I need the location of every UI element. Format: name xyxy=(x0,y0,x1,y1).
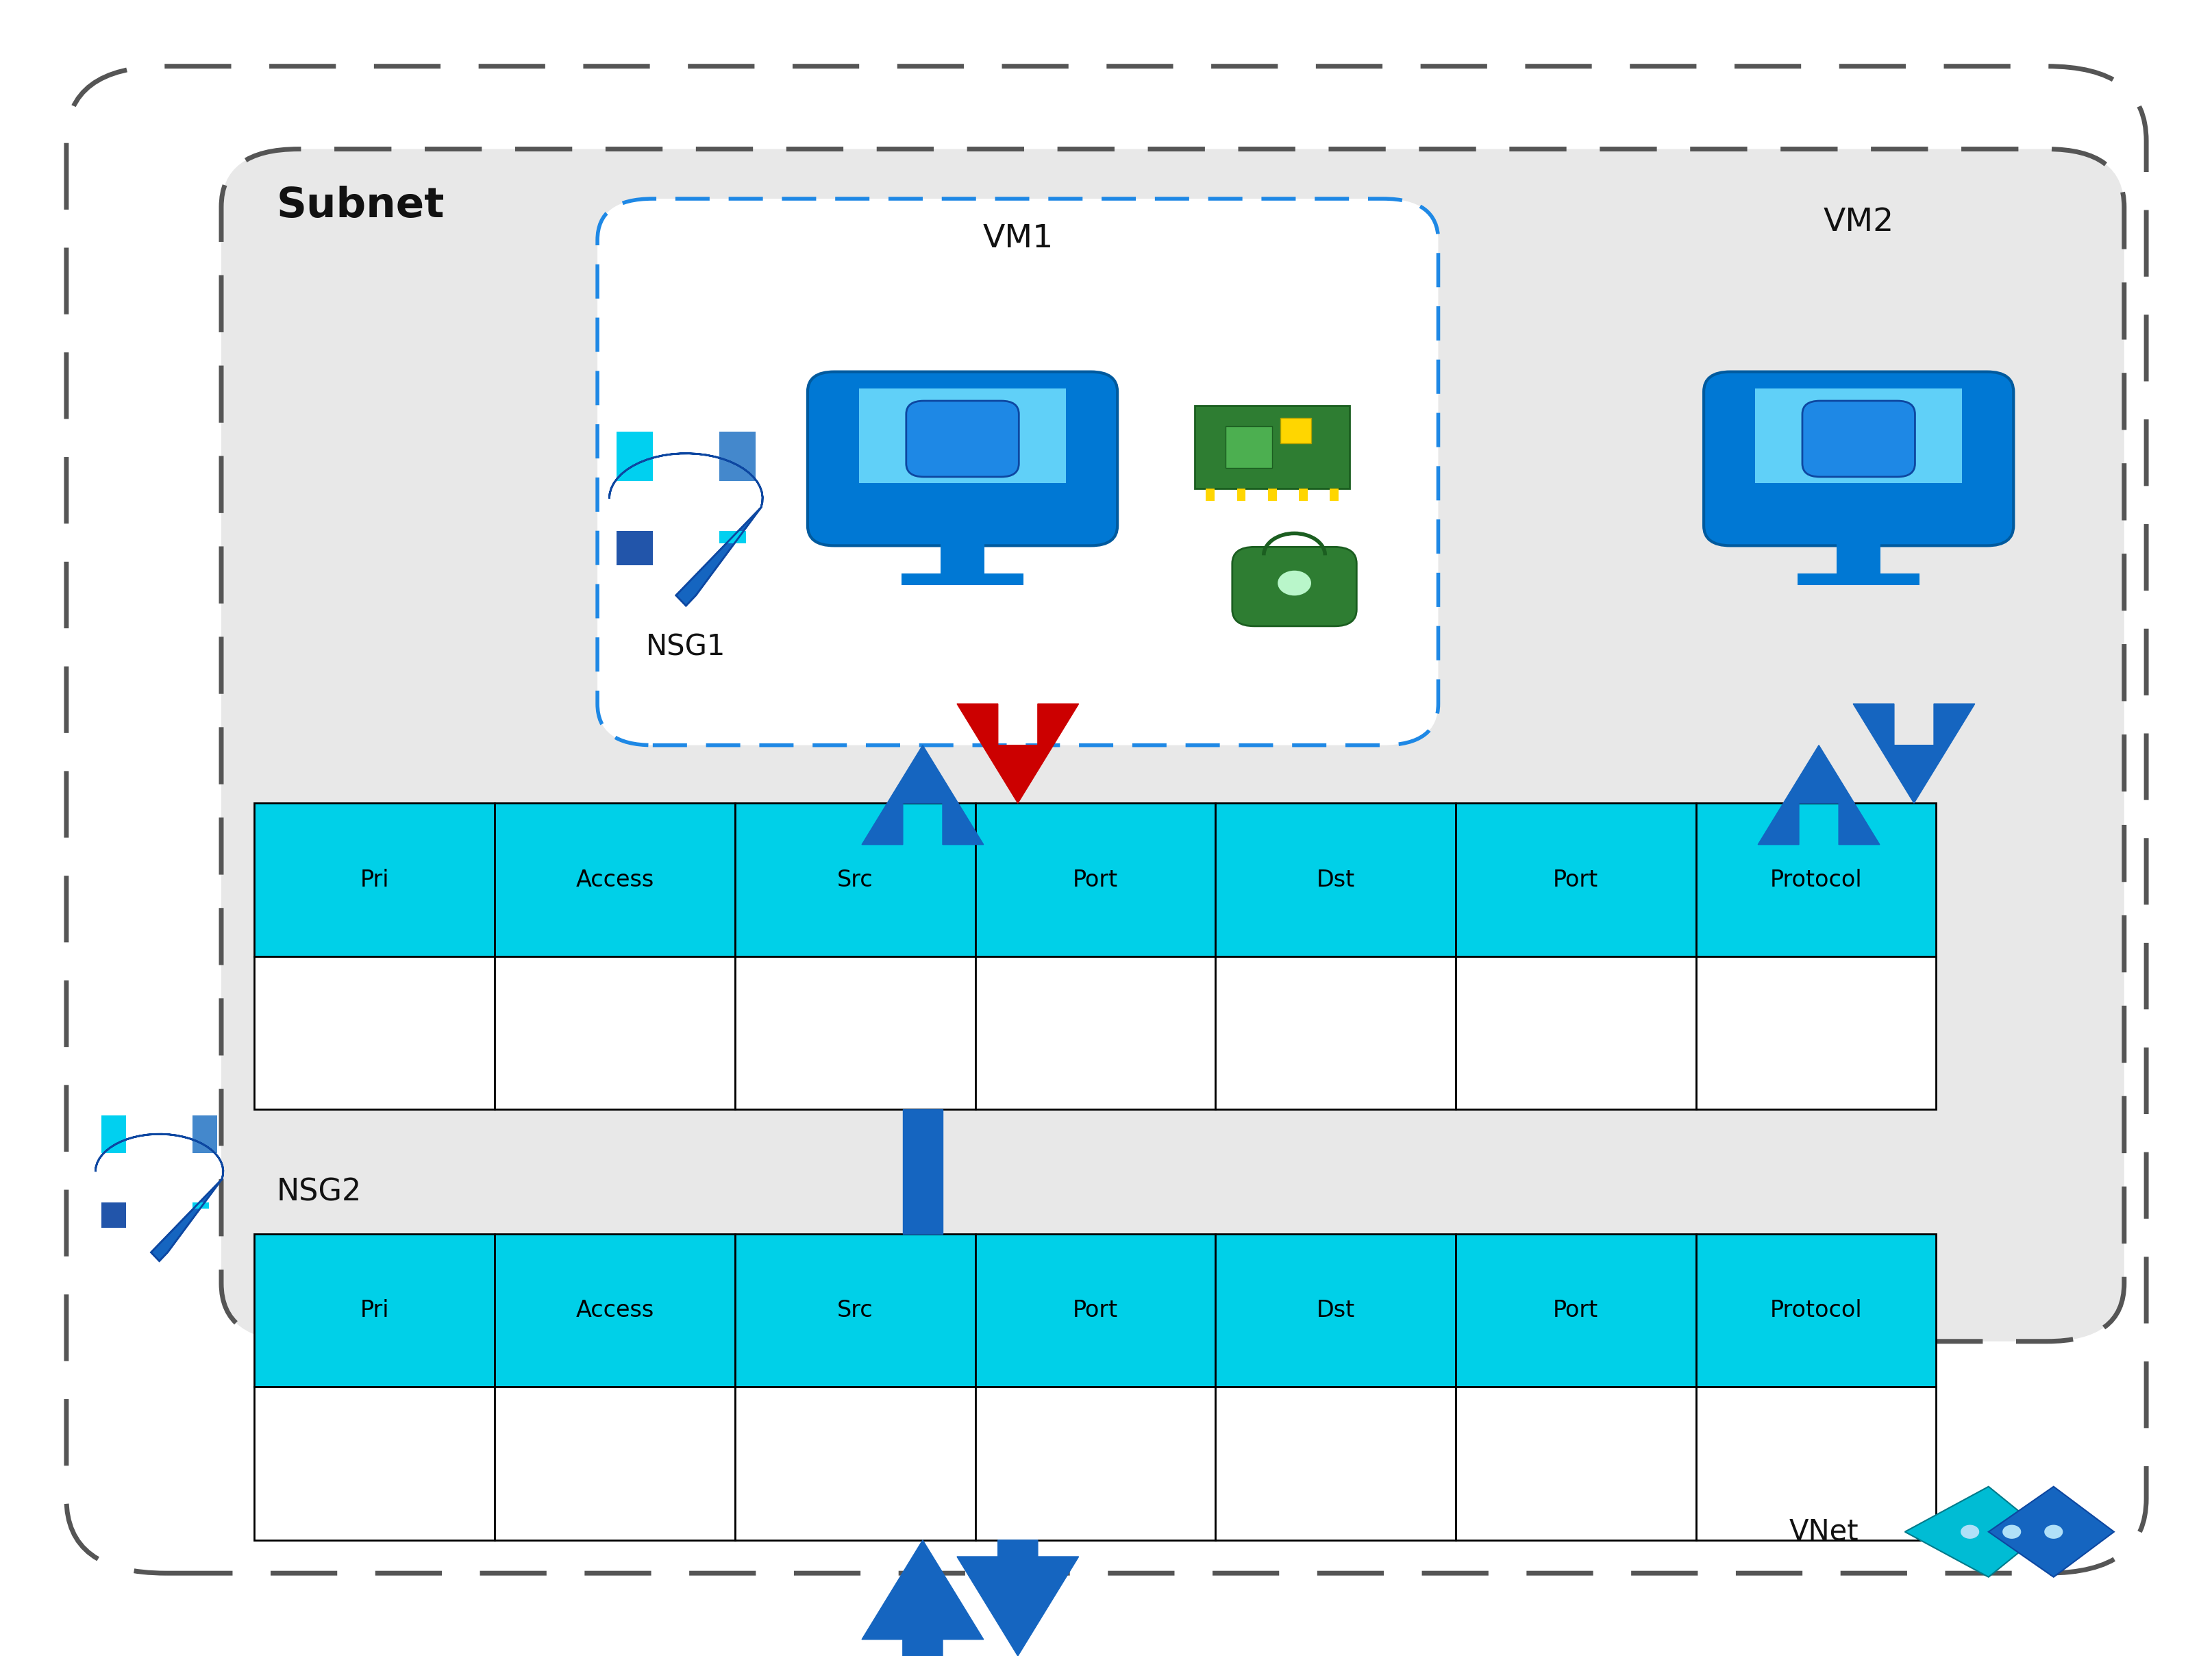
Polygon shape xyxy=(719,532,745,543)
Polygon shape xyxy=(1989,1487,2112,1577)
Text: Dst: Dst xyxy=(1316,1298,1354,1321)
Circle shape xyxy=(1960,1525,1978,1538)
FancyArrow shape xyxy=(860,1540,982,1656)
Bar xyxy=(1206,489,1214,500)
Polygon shape xyxy=(192,1202,210,1209)
FancyBboxPatch shape xyxy=(1232,546,1356,626)
Text: Subnet: Subnet xyxy=(276,185,445,225)
FancyBboxPatch shape xyxy=(66,66,2146,1573)
Bar xyxy=(1836,538,1880,575)
Bar xyxy=(734,1234,975,1388)
Bar xyxy=(495,1388,734,1540)
FancyBboxPatch shape xyxy=(597,199,1438,745)
Text: NSG1: NSG1 xyxy=(646,633,726,661)
Text: Src: Src xyxy=(836,1298,874,1321)
Text: Protocol: Protocol xyxy=(1770,868,1863,891)
Bar xyxy=(254,957,495,1110)
Polygon shape xyxy=(719,432,754,482)
FancyArrow shape xyxy=(956,1540,1079,1656)
Bar xyxy=(734,1388,975,1540)
Text: Pri: Pri xyxy=(361,868,389,891)
FancyBboxPatch shape xyxy=(1703,373,2013,546)
Bar xyxy=(254,1234,495,1388)
Polygon shape xyxy=(192,1116,217,1153)
Bar xyxy=(858,388,1066,484)
FancyArrow shape xyxy=(956,704,1079,803)
Bar xyxy=(900,575,1022,586)
FancyBboxPatch shape xyxy=(807,373,1117,546)
FancyBboxPatch shape xyxy=(221,149,2124,1341)
Bar xyxy=(975,1234,1214,1388)
Polygon shape xyxy=(102,1116,126,1153)
Bar xyxy=(1694,1388,1936,1540)
Text: Port: Port xyxy=(1553,868,1597,891)
Bar xyxy=(495,803,734,957)
Bar xyxy=(1194,406,1349,489)
Bar xyxy=(1455,1388,1694,1540)
Bar xyxy=(1694,1234,1936,1388)
Bar xyxy=(1214,803,1455,957)
Polygon shape xyxy=(102,1202,126,1227)
FancyBboxPatch shape xyxy=(907,401,1018,477)
Polygon shape xyxy=(608,454,763,606)
Bar xyxy=(1214,1388,1455,1540)
FancyArrow shape xyxy=(1756,745,1878,845)
Text: Protocol: Protocol xyxy=(1770,1298,1863,1321)
Text: NSG2: NSG2 xyxy=(276,1177,363,1207)
FancyArrow shape xyxy=(902,1110,942,1234)
Bar xyxy=(734,957,975,1110)
Polygon shape xyxy=(95,1134,223,1262)
Text: Port: Port xyxy=(1073,1298,1117,1321)
FancyBboxPatch shape xyxy=(1803,401,1913,477)
Bar xyxy=(1298,489,1307,500)
Bar xyxy=(1329,489,1338,500)
Text: Port: Port xyxy=(1073,868,1117,891)
Circle shape xyxy=(2002,1525,2020,1538)
Bar xyxy=(254,803,495,957)
Polygon shape xyxy=(615,532,653,566)
Text: Port: Port xyxy=(1553,1298,1597,1321)
Text: Dst: Dst xyxy=(1316,868,1354,891)
Bar xyxy=(1214,1234,1455,1388)
Circle shape xyxy=(1276,571,1312,596)
Text: VM2: VM2 xyxy=(1823,207,1893,238)
Bar xyxy=(1214,957,1455,1110)
Bar xyxy=(975,1388,1214,1540)
Text: VNet: VNet xyxy=(1790,1517,1858,1547)
Bar xyxy=(495,1234,734,1388)
Text: Src: Src xyxy=(836,868,874,891)
FancyArrow shape xyxy=(860,745,982,845)
Bar xyxy=(254,1388,495,1540)
Bar xyxy=(1754,388,1962,484)
FancyArrow shape xyxy=(1851,704,1973,803)
Text: Access: Access xyxy=(575,868,655,891)
Polygon shape xyxy=(615,432,653,482)
Bar xyxy=(1279,419,1310,444)
Bar xyxy=(495,957,734,1110)
Text: Access: Access xyxy=(575,1298,655,1321)
Text: VM1: VM1 xyxy=(982,224,1053,255)
Bar xyxy=(1694,803,1936,957)
Bar xyxy=(1455,957,1694,1110)
Bar xyxy=(1694,957,1936,1110)
Bar xyxy=(1796,575,1918,586)
Bar xyxy=(1267,489,1276,500)
Bar xyxy=(975,957,1214,1110)
Bar xyxy=(1455,803,1694,957)
Bar xyxy=(1225,427,1272,469)
Circle shape xyxy=(2044,1525,2062,1538)
Bar xyxy=(940,538,984,575)
Bar xyxy=(1237,489,1245,500)
Bar xyxy=(975,803,1214,957)
Text: Pri: Pri xyxy=(361,1298,389,1321)
Bar xyxy=(734,803,975,957)
Bar xyxy=(1455,1234,1694,1388)
Polygon shape xyxy=(1905,1487,2044,1577)
